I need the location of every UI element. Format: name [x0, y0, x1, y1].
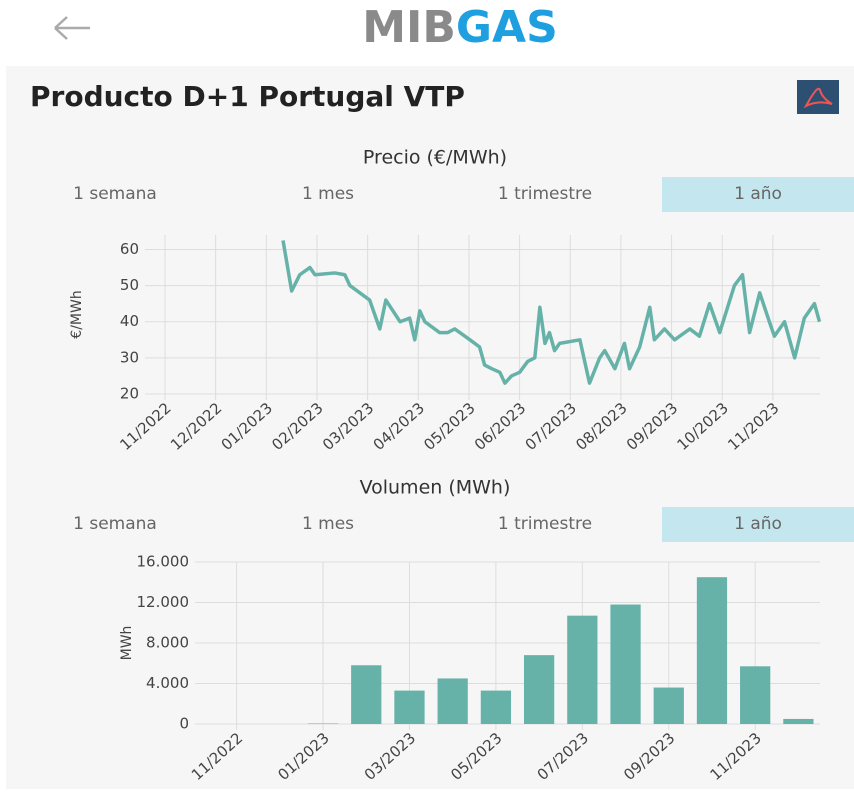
range-tab-selected	[662, 177, 854, 212]
bar	[783, 718, 814, 724]
chart-title: Precio (€/MWh)	[363, 147, 507, 169]
bar	[394, 690, 425, 724]
chart-title: Volumen (MWh)	[360, 477, 511, 499]
price-line	[281, 240, 822, 385]
y-axis-label: €/MWh	[69, 290, 85, 338]
y-tick-label: 50	[120, 276, 139, 294]
bar	[696, 577, 728, 724]
bar	[740, 666, 771, 724]
bar	[480, 690, 512, 724]
range-tab-selected	[662, 507, 854, 542]
range-tab[interactable]: 1 semana	[73, 184, 157, 204]
range-tab[interactable]: 1 semana	[73, 514, 157, 534]
range-tab[interactable]: 1 mes	[302, 184, 354, 204]
bar	[307, 723, 339, 724]
logo: MIBGAS	[362, 2, 558, 53]
range-tab[interactable]: 1 mes	[302, 514, 354, 534]
y-tick-label: 40	[120, 312, 139, 330]
y-tick-label: 0	[179, 715, 189, 733]
range-tab[interactable]: 1 trimestre	[498, 514, 592, 534]
y-tick-label: 30	[120, 348, 139, 366]
y-tick-label: 20	[120, 385, 139, 403]
bar	[653, 687, 684, 724]
page-title: Producto D+1 Portugal VTP	[30, 80, 465, 113]
bar	[523, 655, 555, 724]
bar	[437, 678, 468, 724]
y-tick-label: 4.000	[146, 674, 189, 692]
range-tab[interactable]: 1 trimestre	[498, 184, 592, 204]
y-tick-label: 60	[120, 240, 139, 258]
logo-left: MIB	[362, 2, 456, 53]
y-tick-label: 8.000	[146, 634, 189, 652]
back-button[interactable]	[54, 16, 90, 40]
y-axis-label: MWh	[119, 626, 135, 661]
range-tab[interactable]: 1 año	[734, 514, 782, 534]
range-tab[interactable]: 1 año	[734, 184, 782, 204]
y-tick-label: 16.000	[137, 553, 190, 571]
bar	[351, 665, 382, 724]
bar	[567, 615, 598, 724]
bar	[610, 604, 641, 724]
pdf-button[interactable]	[797, 80, 839, 114]
y-tick-label: 12.000	[137, 593, 190, 611]
logo-right: GAS	[456, 2, 558, 53]
